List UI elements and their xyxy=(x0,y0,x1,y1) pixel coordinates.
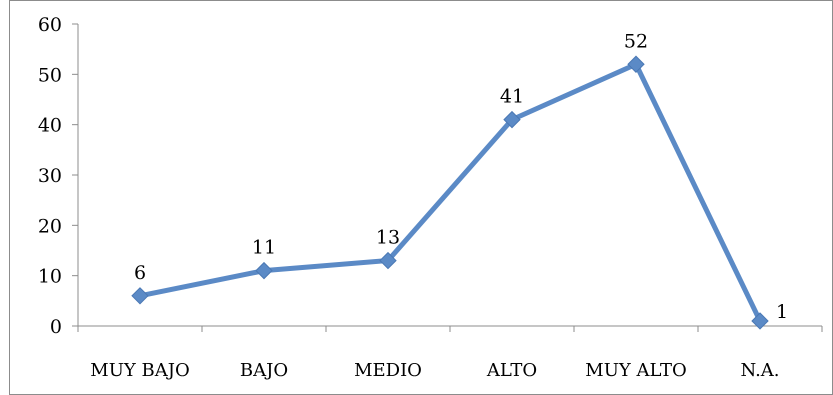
series-line-group xyxy=(131,55,769,330)
y-tick-label: 0 xyxy=(50,316,62,338)
x-tick-label: N.A. xyxy=(740,360,779,381)
series-line xyxy=(137,61,763,324)
y-tick-label: 10 xyxy=(38,266,62,288)
y-tick-label: 40 xyxy=(38,115,62,137)
data-label: 41 xyxy=(500,86,524,108)
x-tick-label: MUY ALTO xyxy=(585,360,686,381)
data-point xyxy=(255,261,273,280)
data-point xyxy=(379,251,397,270)
x-tick-label: BAJO xyxy=(240,360,288,381)
y-axis-ticks: 0 10 20 30 40 50 60 xyxy=(38,14,78,338)
x-tick-label: MUY BAJO xyxy=(90,360,189,381)
data-point xyxy=(131,287,149,305)
data-point xyxy=(503,110,521,129)
y-tick-label: 20 xyxy=(38,215,62,237)
x-tick-label: MEDIO xyxy=(354,360,422,381)
y-tick-label: 30 xyxy=(38,165,62,187)
data-label: 1 xyxy=(776,301,788,323)
x-tick-label: ALTO xyxy=(486,360,537,381)
x-axis-categories: MUY BAJO BAJO MEDIO ALTO MUY ALTO N.A. xyxy=(77,326,823,381)
data-label: 52 xyxy=(624,30,648,52)
y-tick-label: 60 xyxy=(38,14,62,36)
data-point xyxy=(627,55,645,73)
data-label: 11 xyxy=(252,237,276,259)
data-labels: 6 11 13 41 52 1 xyxy=(134,30,788,323)
chart-frame xyxy=(9,0,833,395)
y-tick-label: 50 xyxy=(38,64,62,86)
data-point xyxy=(751,312,769,330)
data-label: 13 xyxy=(376,227,400,249)
data-label: 6 xyxy=(134,262,146,284)
